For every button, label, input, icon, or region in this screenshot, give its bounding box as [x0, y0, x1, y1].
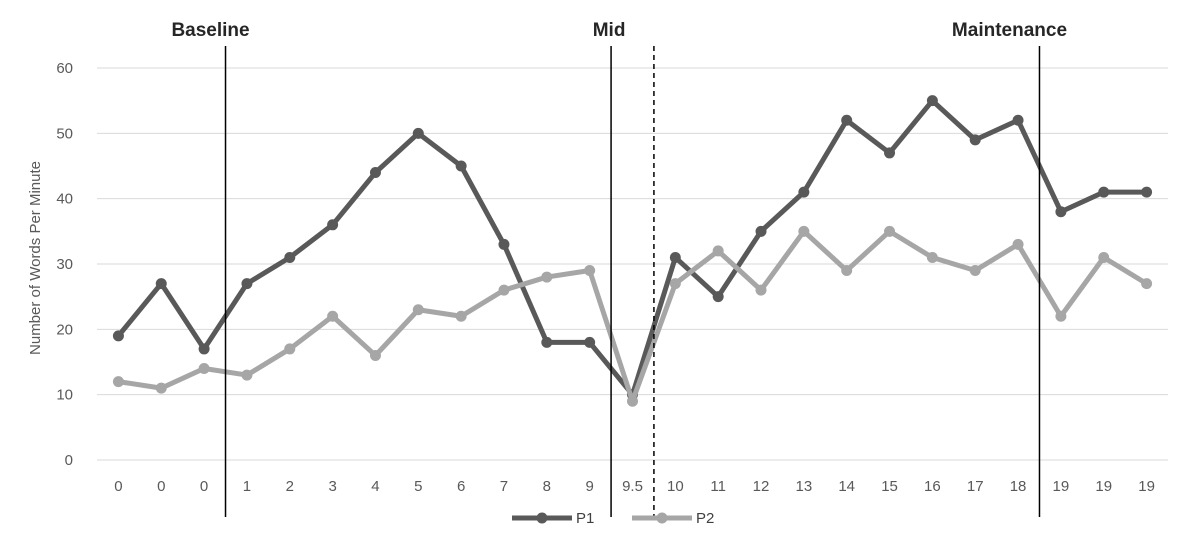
data-point [369, 167, 381, 179]
data-point [241, 369, 253, 381]
y-tick-label: 30 [56, 256, 73, 273]
series-line-p1 [116, 98, 1147, 398]
x-tick-label: 14 [838, 478, 855, 495]
data-point [1012, 238, 1024, 250]
phase-label: Maintenance [952, 20, 1067, 41]
data-point [198, 343, 210, 355]
x-tick-label: 19 [1138, 478, 1155, 495]
data-point [926, 95, 938, 107]
x-tick-label: 0 [114, 478, 122, 495]
data-point [884, 147, 896, 159]
data-point [155, 278, 167, 290]
x-tick-label: 12 [753, 478, 770, 495]
data-point [1098, 186, 1110, 198]
data-point [884, 225, 896, 237]
x-tick-label: 17 [967, 478, 984, 495]
data-point [1098, 251, 1110, 263]
data-point [412, 304, 424, 316]
data-point [1012, 114, 1024, 126]
data-point [455, 160, 467, 172]
data-point [541, 271, 553, 283]
data-point [584, 265, 596, 277]
legend-swatch-marker [536, 512, 548, 524]
legend-swatch-marker [656, 512, 668, 524]
x-tick-label: 6 [457, 478, 465, 495]
data-point [712, 245, 724, 257]
x-tick-label: 13 [796, 478, 813, 495]
data-point [712, 291, 724, 303]
x-tick-label: 5 [414, 478, 422, 495]
data-point [112, 330, 124, 342]
data-point [369, 349, 381, 361]
data-point [841, 265, 853, 277]
phase-lines: Baseline Mid Maintenance [171, 20, 1067, 517]
x-tick-label: 0 [200, 478, 208, 495]
data-point [755, 225, 767, 237]
data-point [327, 219, 339, 231]
data-point [327, 310, 339, 322]
data-point [584, 336, 596, 348]
x-tick-label: 7 [500, 478, 508, 495]
phase-label: Baseline [171, 20, 249, 41]
x-tick-label: 19 [1053, 478, 1070, 495]
data-point [155, 382, 167, 394]
y-axis-title: Number of Words Per Minute [27, 161, 44, 355]
data-point [841, 114, 853, 126]
data-point [798, 225, 810, 237]
x-tick-label: 9 [585, 478, 593, 495]
data-point [198, 363, 210, 375]
data-point [669, 278, 681, 290]
data-point [112, 376, 124, 388]
series-group [112, 95, 1153, 407]
x-tick-label: 16 [924, 478, 941, 495]
x-tick-label: 1 [243, 478, 251, 495]
data-point [755, 284, 767, 296]
x-tick-label: 0 [157, 478, 165, 495]
legend-label: P2 [696, 510, 714, 527]
series-line-p2 [118, 228, 1148, 404]
data-point [412, 127, 424, 139]
y-tick-label: 10 [56, 387, 73, 404]
data-point [498, 238, 510, 250]
x-tick-label: 9.5 [622, 478, 643, 495]
phase-label: Mid [593, 20, 626, 41]
x-tick-label: 11 [710, 478, 726, 495]
y-axis-ticks: 0 10 20 30 40 50 60 [56, 60, 73, 469]
x-tick-label: 15 [881, 478, 898, 495]
data-point [926, 251, 938, 263]
x-tick-label: 2 [286, 478, 294, 495]
data-point [969, 134, 981, 146]
data-point [284, 343, 296, 355]
data-point [1141, 186, 1153, 198]
data-point [541, 336, 553, 348]
x-axis-ticks: 0 0 0 1 2 3 4 5 6 7 8 9 9.5 10 11 12 13 14 15 16 17 18 19 19 19 [114, 478, 1155, 495]
data-point [1141, 278, 1153, 290]
data-point [284, 251, 296, 263]
x-tick-label: 3 [328, 478, 336, 495]
y-tick-label: 0 [65, 452, 73, 469]
y-tick-label: 50 [56, 125, 73, 142]
data-point [455, 310, 467, 322]
x-tick-label: 10 [667, 478, 684, 495]
x-tick-label: 8 [543, 478, 551, 495]
data-point [1055, 206, 1067, 218]
y-tick-label: 20 [56, 321, 73, 338]
x-tick-label: 19 [1095, 478, 1112, 495]
data-point [627, 395, 638, 407]
data-point [1055, 310, 1067, 322]
data-point [498, 284, 510, 296]
legend-label: P1 [576, 510, 594, 527]
y-tick-label: 40 [56, 191, 73, 208]
data-point [241, 278, 253, 290]
data-point [669, 251, 681, 263]
legend: P1 P2 [512, 510, 714, 527]
x-tick-label: 18 [1010, 478, 1027, 495]
x-tick-label: 4 [371, 478, 379, 495]
data-point [969, 265, 981, 277]
data-point [798, 186, 810, 198]
y-tick-label: 60 [56, 60, 73, 77]
